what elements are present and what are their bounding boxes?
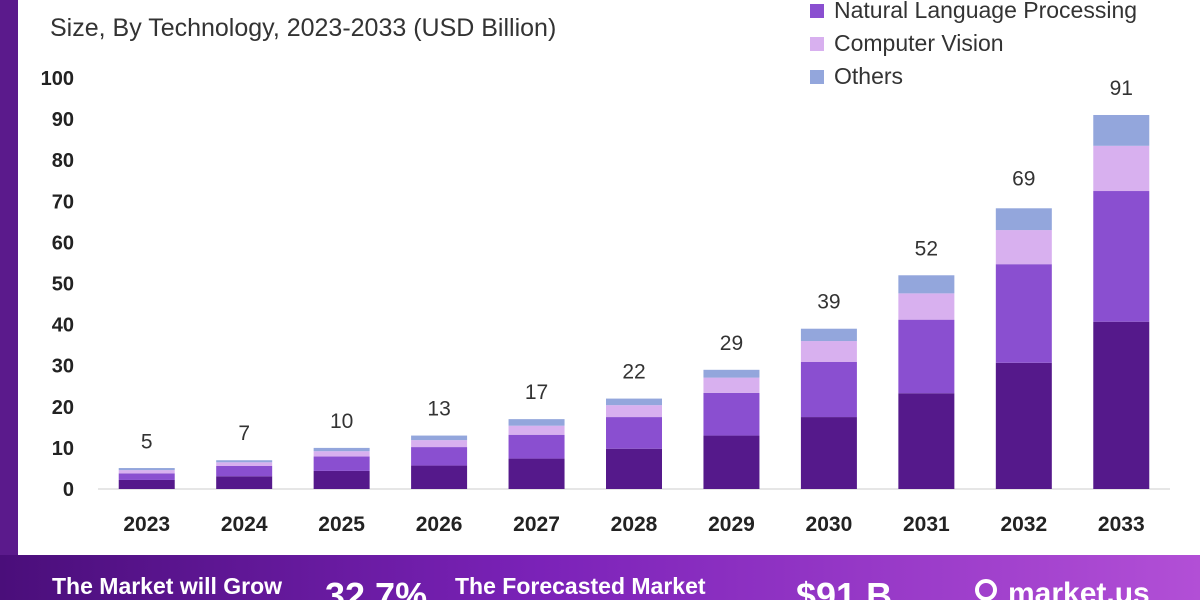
bar-segment-0 [411,465,468,489]
y-tick-label: 80 [52,150,74,172]
footer-forecast-text: The Forecasted Market [455,573,706,599]
y-tick-label: 50 [52,274,74,296]
bar-segment-1 [703,392,760,436]
bar-segment-2 [1093,145,1150,192]
bar-total-label: 13 [427,398,450,421]
legend-label-others: Others [834,63,904,89]
bar-segment-0 [1093,321,1150,489]
bar-segment-3 [508,419,565,426]
bar-segment-3 [800,328,857,342]
bar-total-label: 10 [330,410,353,433]
bar-total-label: 29 [720,332,743,355]
bar-segment-1 [995,264,1052,363]
bar-segment-0 [118,479,175,489]
bar-segment-0 [995,362,1052,489]
bar-total-label: 91 [1110,77,1133,100]
x-tick-label: 2024 [221,513,268,536]
legend-item-others: Others [810,60,1137,93]
y-tick-label: 0 [63,479,74,501]
bar-segment-2 [411,440,468,448]
legend-label-nlp: Natural Language Processing [834,0,1138,23]
y-tick-label: 70 [52,191,74,213]
bar-segment-3 [995,208,1052,231]
bar-segment-0 [800,417,857,489]
bar-segment-1 [118,473,175,480]
bar-segment-2 [800,341,857,363]
legend-swatch-others [810,69,824,84]
bar-segment-1 [411,447,468,466]
bar-segment-1 [898,319,955,394]
x-tick-label: 2032 [1000,513,1047,536]
legend-swatch-computer-vision [810,36,824,51]
chart-subtitle: Size, By Technology, 2023-2033 (USD Bill… [50,14,557,42]
legend-label-computer-vision: Computer Vision [834,30,1004,56]
footer-brand: market.us [1008,577,1150,600]
x-tick-label: 2025 [318,513,365,536]
x-tick-label: 2033 [1098,513,1145,536]
bar-segment-3 [898,275,955,294]
bar-segment-1 [313,456,370,471]
bar-segment-0 [508,458,565,489]
legend: Natural Language Processing Computer Vis… [810,0,1137,93]
x-tick-label: 2031 [903,513,950,536]
bar-segment-2 [703,377,760,393]
bar-total-label: 39 [817,291,840,314]
bar-total-label: 5 [141,430,153,453]
bar-segment-2 [313,451,370,457]
brand-logo-icon [975,579,997,600]
bar-segment-1 [1093,191,1150,322]
y-tick-label: 10 [52,438,74,460]
footer-grow-text: The Market will Grow [52,573,283,599]
stacked-bar-chart: 0102030405060708090100520237202410202513… [41,68,1170,536]
bar-total-label: 69 [1012,167,1035,190]
x-tick-label: 2029 [708,513,755,536]
bar-segment-3 [703,369,760,378]
footer-banner: The Market will Grow 32.7% The Forecaste… [0,555,1200,600]
x-tick-label: 2030 [806,513,853,536]
footer-cagr: 32.7% [325,575,428,600]
bar-segment-3 [118,468,175,471]
bar-segment-0 [606,448,662,489]
y-tick-label: 60 [52,232,74,254]
bar-segment-0 [313,470,370,489]
y-tick-label: 20 [52,397,74,419]
bar-segment-2 [606,405,662,418]
bar-segment-2 [995,230,1052,265]
legend-item-computer-vision: Computer Vision [810,27,1137,60]
bar-segment-2 [898,293,955,320]
bar-segment-2 [118,470,175,474]
bar-total-label: 22 [622,361,645,384]
x-tick-label: 2026 [416,513,463,536]
bar-segment-2 [216,462,273,466]
bar-total-label: 7 [238,422,250,445]
bar-segment-2 [508,425,565,435]
x-tick-label: 2023 [123,513,170,536]
bar-segment-0 [216,476,273,489]
bar-total-label: 52 [915,237,938,260]
y-tick-label: 40 [52,315,74,337]
legend-swatch-nlp [810,3,824,18]
y-tick-label: 100 [41,68,74,90]
bar-segment-0 [703,435,760,489]
bar-segment-3 [606,398,662,406]
bar-segment-1 [508,434,565,459]
bar-segment-0 [898,393,955,489]
x-tick-label: 2028 [611,513,658,536]
x-tick-label: 2027 [513,513,560,536]
bar-segment-3 [313,447,370,452]
y-tick-label: 30 [52,356,74,378]
bar-segment-1 [800,362,857,418]
legend-item-nlp: Natural Language Processing [810,0,1137,27]
bar-segment-1 [216,465,273,477]
bar-segment-3 [1093,114,1150,146]
footer-forecast-value: $91 B [796,575,893,600]
accent-bar [0,0,18,555]
y-tick-label: 90 [52,109,74,131]
bar-segment-1 [606,417,662,449]
bar-total-label: 17 [525,381,548,404]
bar-segment-3 [216,460,273,463]
bar-segment-3 [411,435,468,441]
